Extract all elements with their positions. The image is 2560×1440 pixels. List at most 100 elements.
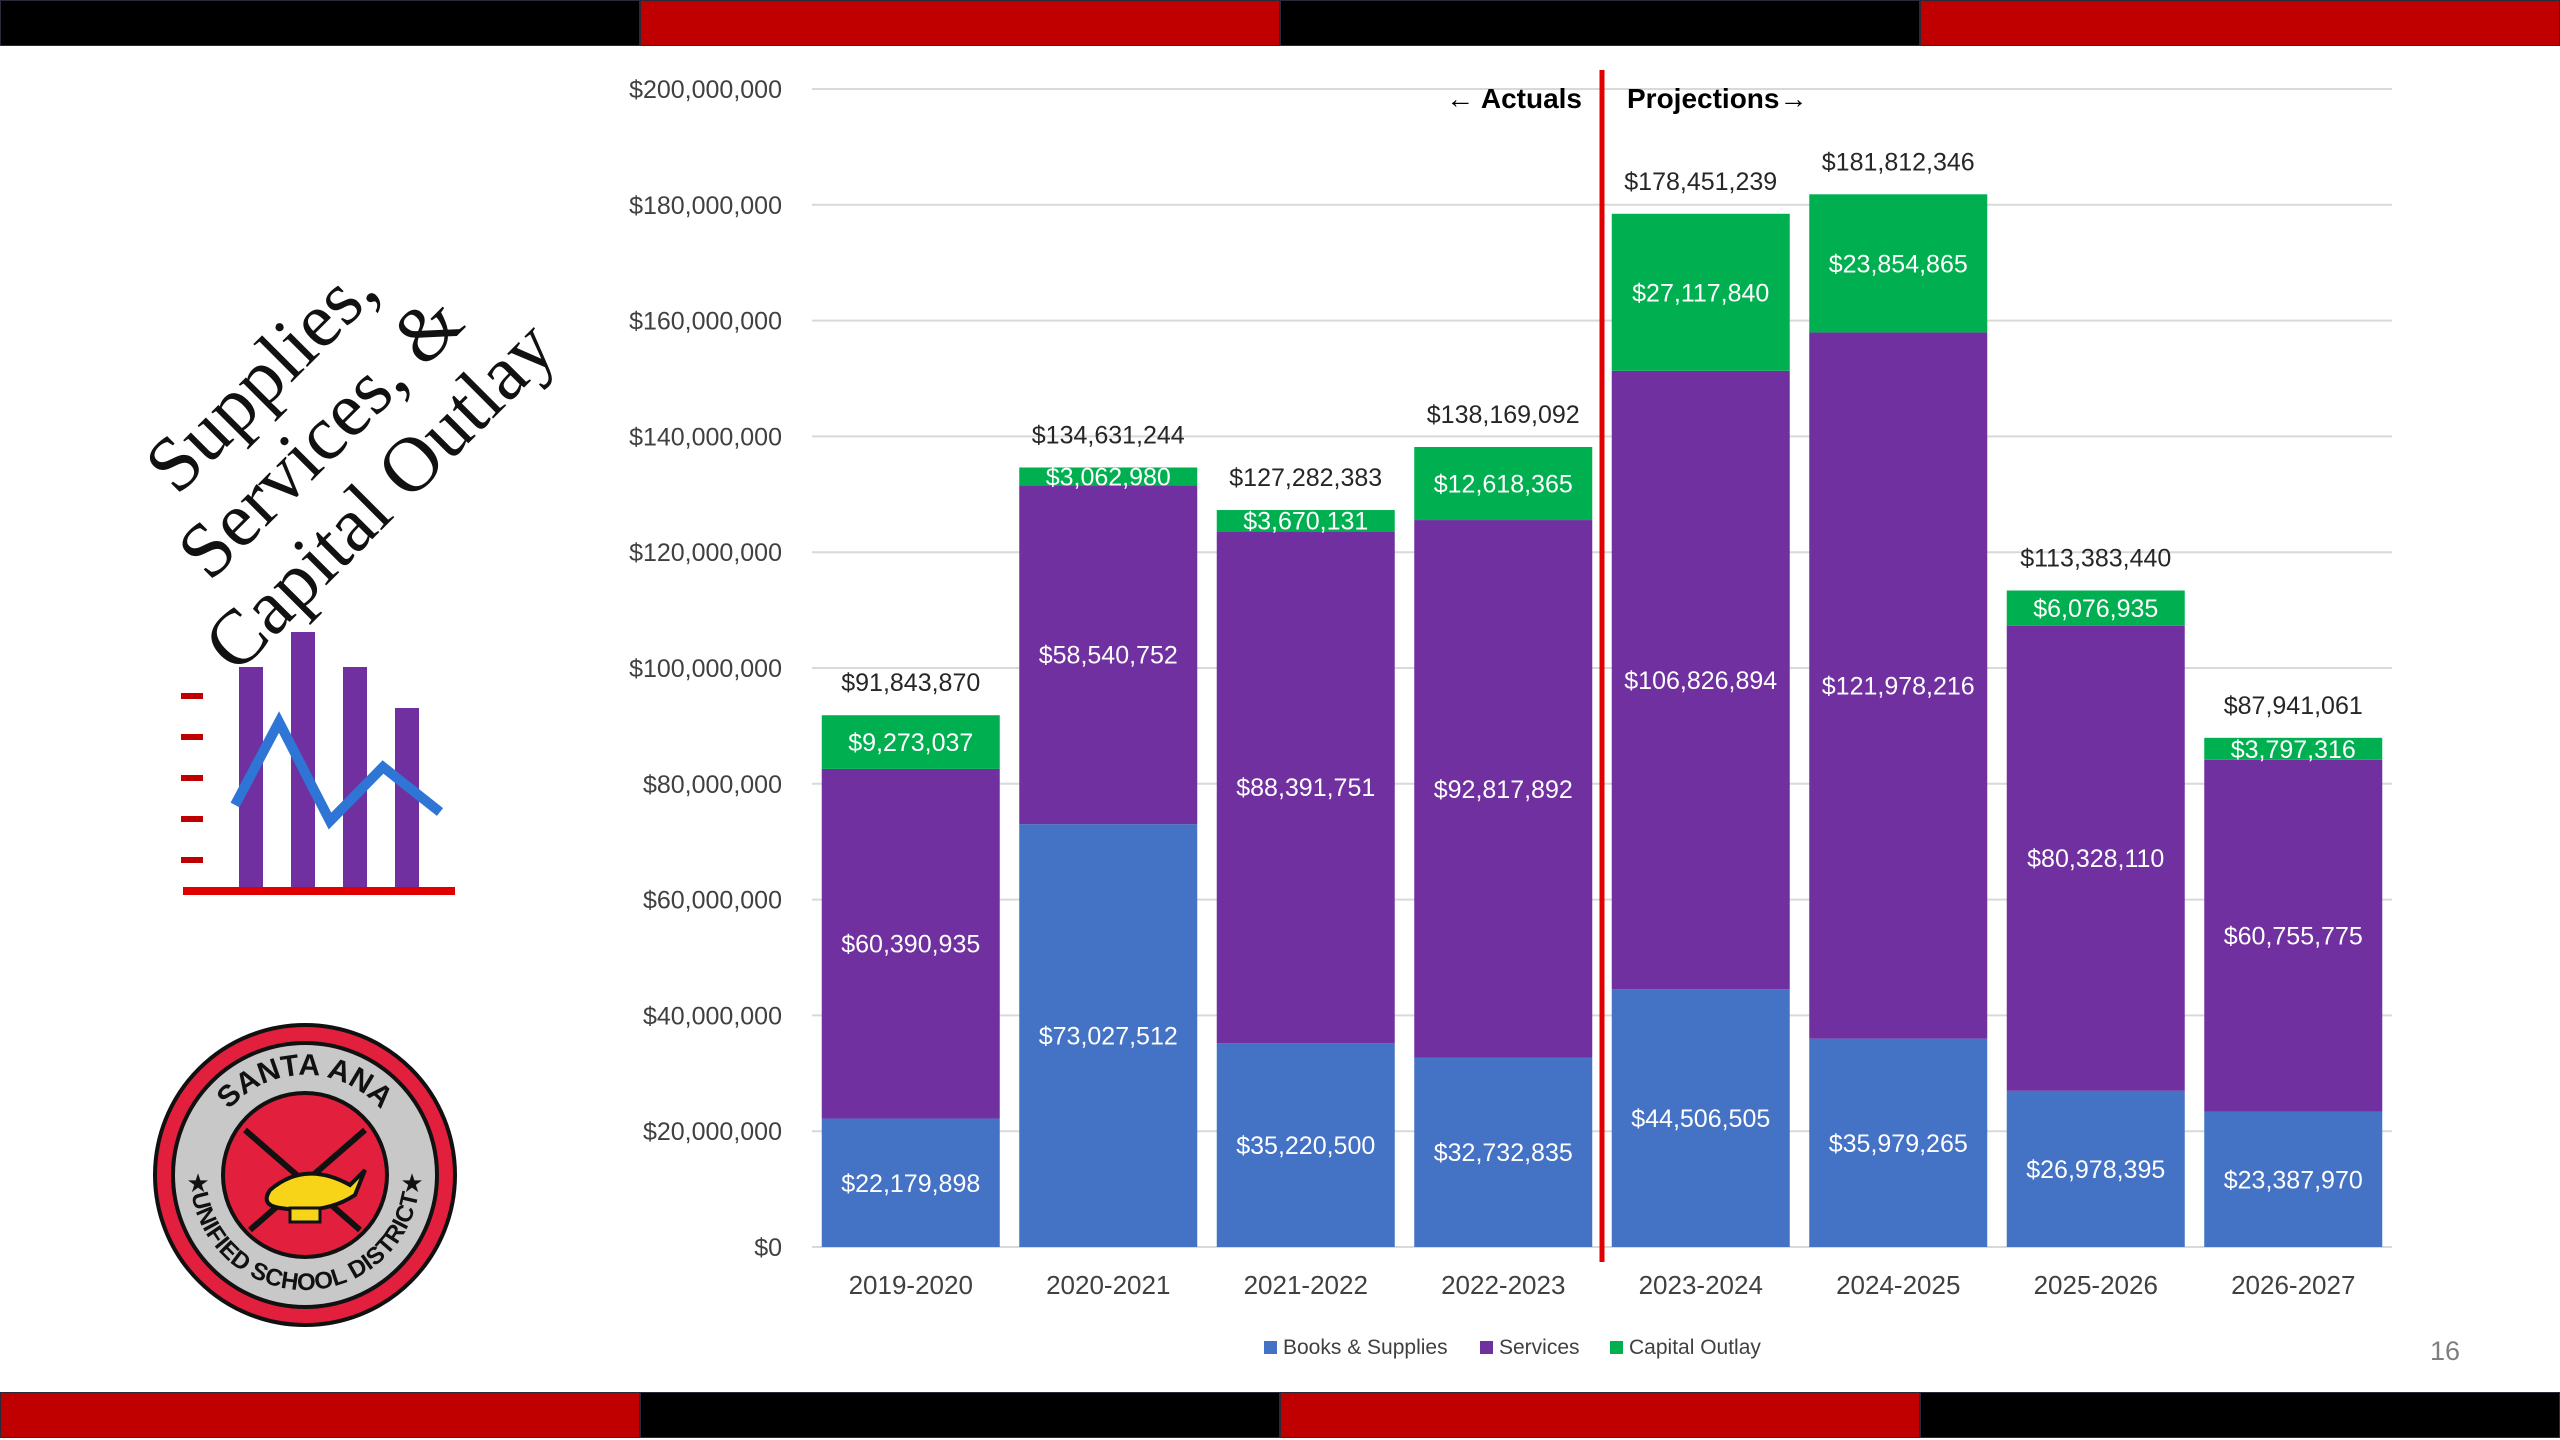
x-tick-label: 2020-2021 xyxy=(1046,1270,1170,1300)
total-label: $138,169,092 xyxy=(1427,401,1580,429)
data-label: $60,390,935 xyxy=(841,931,980,959)
bar-segment xyxy=(1611,370,1790,990)
icon-bar xyxy=(343,667,367,887)
data-label: $106,826,894 xyxy=(1624,667,1777,695)
legend-swatch xyxy=(1610,1341,1623,1354)
total-label: $181,812,346 xyxy=(1822,148,1975,176)
school-district-seal: SANTA ANA UNIFIED SCHOOL DISTRICT ★ ★ xyxy=(153,1023,457,1327)
total-label: $91,843,870 xyxy=(841,669,980,697)
bar-segment xyxy=(1611,213,1790,371)
y-tick-label: $140,000,000 xyxy=(629,423,782,451)
total-label: $178,451,239 xyxy=(1624,168,1777,196)
bar-segment xyxy=(2204,759,2383,1112)
seal-star-icon: ★ xyxy=(400,1168,423,1198)
y-tick-label: $60,000,000 xyxy=(643,887,782,915)
band-segment-black xyxy=(0,0,640,46)
x-tick-label: 2022-2023 xyxy=(1441,1270,1565,1300)
seal-star-icon: ★ xyxy=(186,1168,209,1198)
legend-label: Services xyxy=(1499,1336,1580,1359)
bar-segment xyxy=(821,768,1000,1119)
bottom-color-band xyxy=(0,1392,2560,1438)
data-label: $58,540,752 xyxy=(1039,642,1178,670)
chart-annotations: ← Actuals Projections→ xyxy=(1446,70,1807,1262)
data-label: $12,618,365 xyxy=(1434,471,1573,499)
band-segment-red xyxy=(0,1392,640,1438)
band-segment-black xyxy=(1280,0,1920,46)
y-axis: $0 $20,000,000 $40,000,000 $60,000,000 $80,0… xyxy=(629,76,782,1262)
bar-segment xyxy=(1809,1038,1988,1247)
icon-tick xyxy=(181,734,203,740)
band-segment-red xyxy=(1280,1392,1920,1438)
bar-segment xyxy=(2006,1090,2185,1247)
bar-segment xyxy=(1019,824,1198,1247)
data-label: $3,797,316 xyxy=(2231,736,2356,764)
bar-segment xyxy=(2006,590,2185,626)
data-label: $92,817,892 xyxy=(1434,776,1573,804)
total-label: $134,631,244 xyxy=(1032,421,1185,449)
bar-segment xyxy=(1019,485,1198,825)
bar-segment xyxy=(1216,1043,1395,1247)
bar-segment xyxy=(1809,332,1988,1039)
data-label: $9,273,037 xyxy=(848,729,973,757)
data-label: $88,391,751 xyxy=(1236,774,1375,802)
icon-trend-line xyxy=(230,711,444,830)
x-axis: 2019-2020 2020-2021 2021-2022 2022-2023 2023… xyxy=(849,1270,2356,1300)
bar-segment xyxy=(1809,194,1988,333)
y-tick-label: $80,000,000 xyxy=(643,771,782,799)
bar-segment xyxy=(2204,737,2383,760)
chart-data-labels: $22,179,898 $60,390,935 $9,273,037 $91,843,… xyxy=(841,148,2363,1197)
y-tick-label: $160,000,000 xyxy=(629,308,782,336)
band-segment-black xyxy=(640,1392,1280,1438)
data-label: $23,387,970 xyxy=(2224,1166,2363,1194)
bar-segment xyxy=(821,715,1000,769)
legend-swatch xyxy=(1264,1341,1277,1354)
bar-segment xyxy=(1414,1057,1593,1247)
x-tick-label: 2019-2020 xyxy=(849,1270,973,1300)
lamp-of-knowledge-icon xyxy=(243,1127,367,1233)
bar-segment xyxy=(1019,467,1198,486)
x-tick-label: 2026-2027 xyxy=(2231,1270,2355,1300)
projections-label: Projections→ xyxy=(1627,83,1807,114)
data-label: $121,978,216 xyxy=(1822,673,1975,701)
icon-tick xyxy=(181,816,203,822)
total-label: $113,383,440 xyxy=(2020,545,2171,573)
bar-segment xyxy=(2204,1111,2383,1247)
data-label: $35,979,265 xyxy=(1829,1130,1968,1158)
legend-label: Capital Outlay xyxy=(1629,1336,1761,1359)
data-label: $6,076,935 xyxy=(2033,595,2158,623)
y-tick-label: $0 xyxy=(754,1234,782,1262)
total-label: $127,282,383 xyxy=(1229,464,1382,492)
data-label: $22,179,898 xyxy=(841,1170,980,1198)
legend-label: Books & Supplies xyxy=(1283,1336,1448,1359)
x-tick-label: 2021-2022 xyxy=(1244,1270,1368,1300)
data-label: $23,854,865 xyxy=(1829,250,1968,278)
y-tick-label: $120,000,000 xyxy=(629,539,782,567)
bar-segment xyxy=(1611,989,1790,1247)
icon-baseline xyxy=(183,887,455,895)
bar-segment xyxy=(1216,510,1395,532)
x-tick-label: 2025-2026 xyxy=(2034,1270,2158,1300)
data-label: $3,670,131 xyxy=(1243,508,1368,536)
data-label: $27,117,840 xyxy=(1632,279,1769,307)
chart-bars xyxy=(821,194,2383,1247)
bar-segment xyxy=(2006,625,2185,1091)
bar-segment xyxy=(821,1118,1000,1247)
icon-tick xyxy=(181,775,203,781)
band-segment-red xyxy=(640,0,1280,46)
bar-segment xyxy=(1414,447,1593,521)
y-tick-label: $200,000,000 xyxy=(629,76,782,104)
legend-swatch xyxy=(1480,1341,1493,1354)
top-color-band xyxy=(0,0,2560,46)
data-label: $32,732,835 xyxy=(1434,1139,1573,1167)
stacked-bar-chart: $0 $20,000,000 $40,000,000 $60,000,000 $80,0… xyxy=(629,70,2392,1359)
band-segment-black xyxy=(1920,1392,2560,1438)
total-label: $87,941,061 xyxy=(2224,692,2363,720)
icon-tick xyxy=(181,693,203,699)
data-label: $35,220,500 xyxy=(1236,1132,1375,1160)
y-tick-label: $180,000,000 xyxy=(629,192,782,220)
page-number: 16 xyxy=(2430,1336,2461,1366)
data-label: $3,062,980 xyxy=(1046,463,1171,491)
y-tick-label: $20,000,000 xyxy=(643,1118,782,1146)
data-label: $60,755,775 xyxy=(2224,923,2363,951)
chart-legend: Books & Supplies Services Capital Outlay xyxy=(1264,1336,1761,1359)
